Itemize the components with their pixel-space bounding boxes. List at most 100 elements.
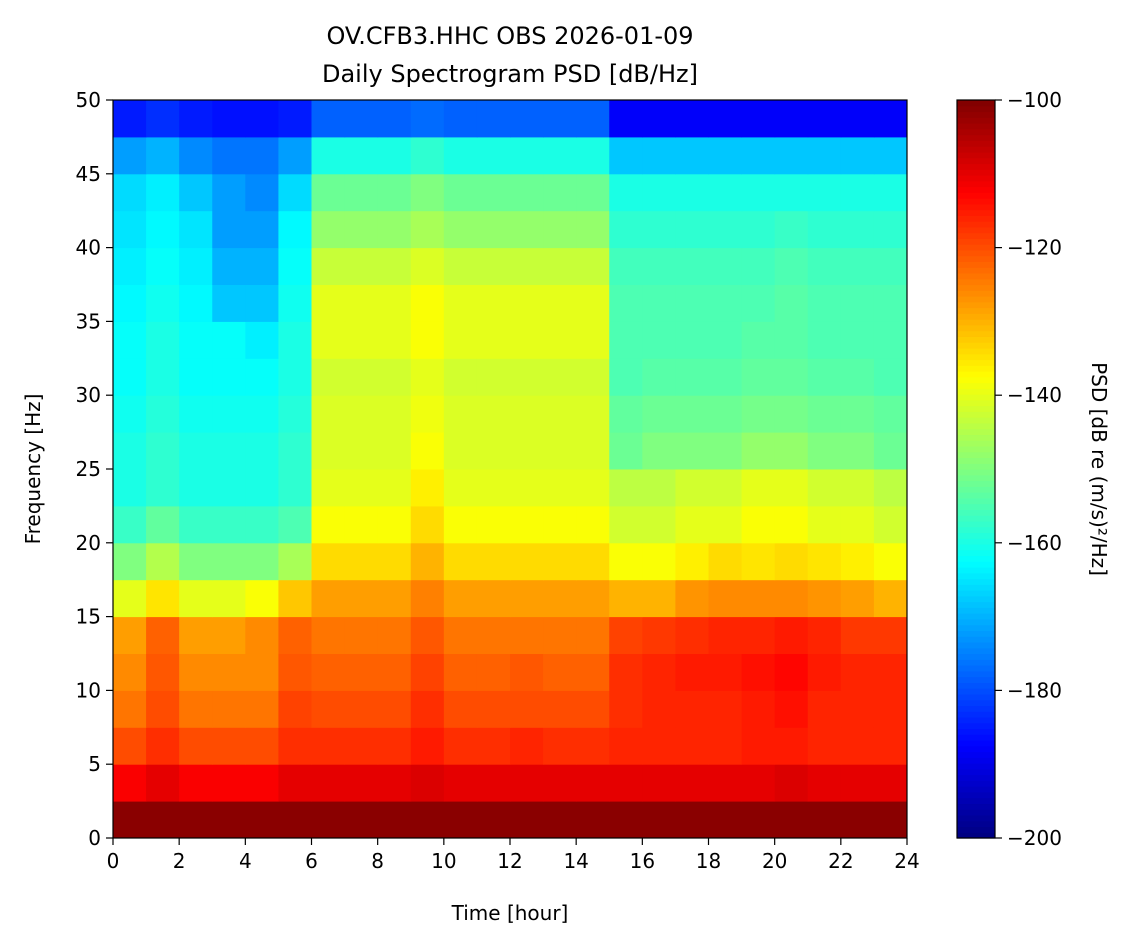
heatmap-cell (873, 100, 908, 138)
heatmap-cell (807, 136, 842, 175)
heatmap-cell (576, 653, 610, 691)
heatmap-cell (146, 284, 180, 322)
y-tick-label: 50 (76, 88, 101, 112)
colorbar-label: PSD [dB re (m/s)²/Hz] (1087, 362, 1111, 576)
heatmap-cell (146, 690, 180, 728)
heatmap-cell (377, 616, 412, 654)
heatmap-cell (245, 653, 279, 691)
heatmap-cell (278, 247, 312, 285)
colorbar-segment (957, 394, 995, 401)
heatmap-cell (510, 173, 544, 212)
heatmap-cell (708, 801, 743, 839)
heatmap-cell (642, 469, 676, 507)
heatmap-cell (741, 542, 776, 581)
x-tick-label: 14 (563, 849, 588, 873)
heatmap-cell (708, 173, 743, 212)
heatmap-cell (377, 764, 412, 802)
colorbar-segment (957, 791, 995, 799)
x-tick-label: 0 (107, 849, 120, 873)
y-tick-label: 30 (76, 383, 101, 407)
heatmap-cell (113, 616, 147, 654)
heatmap-cell (642, 801, 676, 839)
heatmap-cell (278, 210, 312, 249)
heatmap-cell (377, 358, 412, 396)
heatmap-cell (278, 469, 312, 507)
heatmap-cell (146, 247, 180, 285)
colorbar-segment (957, 180, 995, 188)
heatmap-cell (476, 100, 511, 138)
heatmap-cell (873, 653, 908, 691)
heatmap-cell (576, 579, 610, 618)
heatmap-cell (609, 801, 643, 839)
heatmap-cell (113, 210, 147, 249)
heatmap-cell (576, 616, 610, 654)
heatmap-cell (741, 358, 776, 396)
heatmap-cell (840, 210, 875, 249)
heatmap-cell (443, 173, 478, 212)
heatmap-cell (774, 136, 809, 175)
heatmap-cell (146, 505, 180, 544)
colorbar-segment (957, 215, 995, 222)
heatmap-cell (543, 100, 577, 138)
heatmap-cell (708, 542, 743, 581)
colorbar-segment (957, 272, 995, 280)
heatmap-cell (179, 210, 213, 249)
colorbar-segment (957, 382, 995, 389)
heatmap-cell (774, 579, 809, 618)
heatmap-cell (476, 616, 511, 654)
colorbar-segment (957, 388, 995, 395)
colorbar-segment (957, 440, 995, 447)
heatmap-cell (344, 100, 379, 138)
colorbar-segment (957, 267, 995, 274)
chart-title-line-1: OV.CFB3.HHC OBS 2026-01-09 (326, 22, 693, 50)
heatmap-cell (807, 469, 842, 507)
colorbar-segment (957, 313, 995, 320)
heatmap-cell (840, 653, 875, 691)
heatmap-cell (113, 505, 147, 544)
heatmap-cell (311, 321, 346, 359)
heatmap-cell (708, 210, 743, 249)
heatmap-cell (642, 764, 676, 802)
heatmap-cell (642, 210, 676, 249)
heatmap-cell (576, 173, 610, 212)
colorbar-segment (957, 232, 995, 239)
heatmap-cell (609, 358, 643, 396)
x-tick-label: 16 (630, 849, 655, 873)
heatmap-cell (675, 542, 709, 581)
heatmap-cell (774, 395, 809, 433)
heatmap-cell (443, 764, 478, 802)
colorbar-segment (957, 123, 995, 130)
colorbar-segment (957, 290, 995, 297)
heatmap-cell (146, 100, 180, 138)
heatmap-cell (774, 173, 809, 212)
heatmap-cell (873, 284, 908, 322)
heatmap-cell (311, 395, 346, 433)
heatmap-cell (476, 764, 511, 802)
heatmap-cell (576, 247, 610, 285)
heatmap-cell (840, 432, 875, 470)
colorbar-tick-label: −140 (1007, 383, 1062, 407)
colorbar-tick-label: −180 (1007, 678, 1062, 702)
heatmap-cell (807, 764, 842, 802)
heatmap-cell (609, 505, 643, 544)
heatmap-cell (807, 321, 842, 359)
heatmap-cell (476, 727, 511, 765)
colorbar-segment (957, 676, 995, 683)
heatmap-cell (609, 469, 643, 507)
colorbar-ticks: −100 −120 −140 −160 −180 −200 (995, 88, 1062, 850)
heatmap-cell (774, 432, 809, 470)
heatmap-cell (741, 173, 776, 212)
heatmap-cell (278, 505, 312, 544)
heatmap-cell (179, 395, 213, 433)
heatmap-cell (708, 432, 743, 470)
heatmap-cell (807, 395, 842, 433)
heatmap-cell (774, 469, 809, 507)
colorbar-segment (957, 497, 995, 505)
heatmap-cell (642, 321, 676, 359)
heatmap-cell (443, 395, 478, 433)
heatmap-cell (146, 616, 180, 654)
heatmap-cell (675, 395, 709, 433)
heatmap-cell (212, 136, 246, 175)
heatmap-cell (344, 136, 379, 175)
heatmap-cell (807, 801, 842, 839)
